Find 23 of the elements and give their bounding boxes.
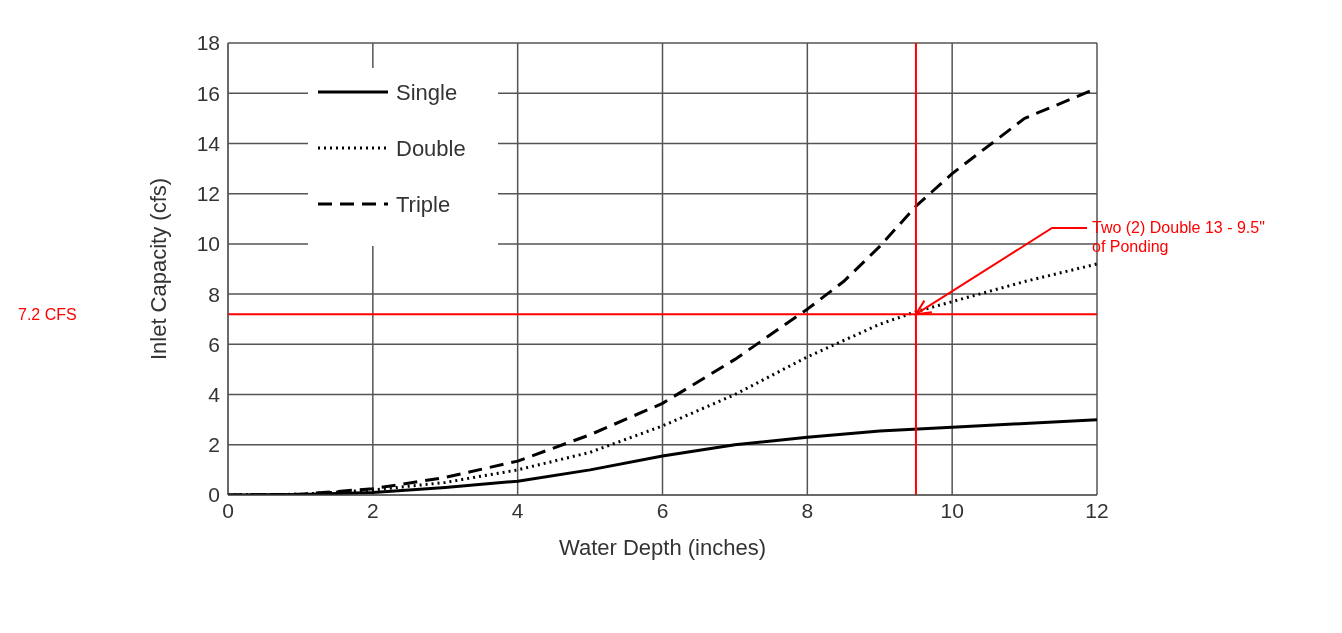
y-tick-label: 6 (208, 332, 220, 356)
y-tick-label: 12 (196, 182, 220, 206)
x-tick-label: 6 (656, 498, 669, 522)
annotation: Two (2) Double 13 - 9.5" of Ponding (1092, 219, 1265, 255)
x-tick-label: 12 (1085, 498, 1109, 522)
legend-label: Double (396, 136, 466, 161)
legend-label: Triple (396, 192, 451, 217)
y-tick-label: 10 (196, 232, 220, 256)
x-tick-label: 10 (940, 498, 964, 522)
y-tick-label: 14 (196, 131, 221, 155)
y-axis-title: Inlet Capacity (cfs) (145, 177, 171, 361)
y-tick-label: 8 (208, 282, 220, 306)
ref-line-label: 7.2 CFS (18, 306, 77, 324)
x-tick-label: 8 (801, 498, 814, 522)
y-tick-label: 18 (196, 31, 220, 55)
y-tick-label: 16 (196, 81, 220, 105)
x-axis-title: Water Depth (inches) (558, 535, 767, 560)
y-tick-label: 4 (208, 383, 221, 407)
y-tick-label: 2 (208, 433, 220, 457)
legend-label: Single (396, 80, 458, 105)
x-tick-label: 4 (511, 498, 524, 522)
x-tick-label: 2 (366, 498, 379, 522)
y-tick-label: 0 (208, 483, 220, 507)
